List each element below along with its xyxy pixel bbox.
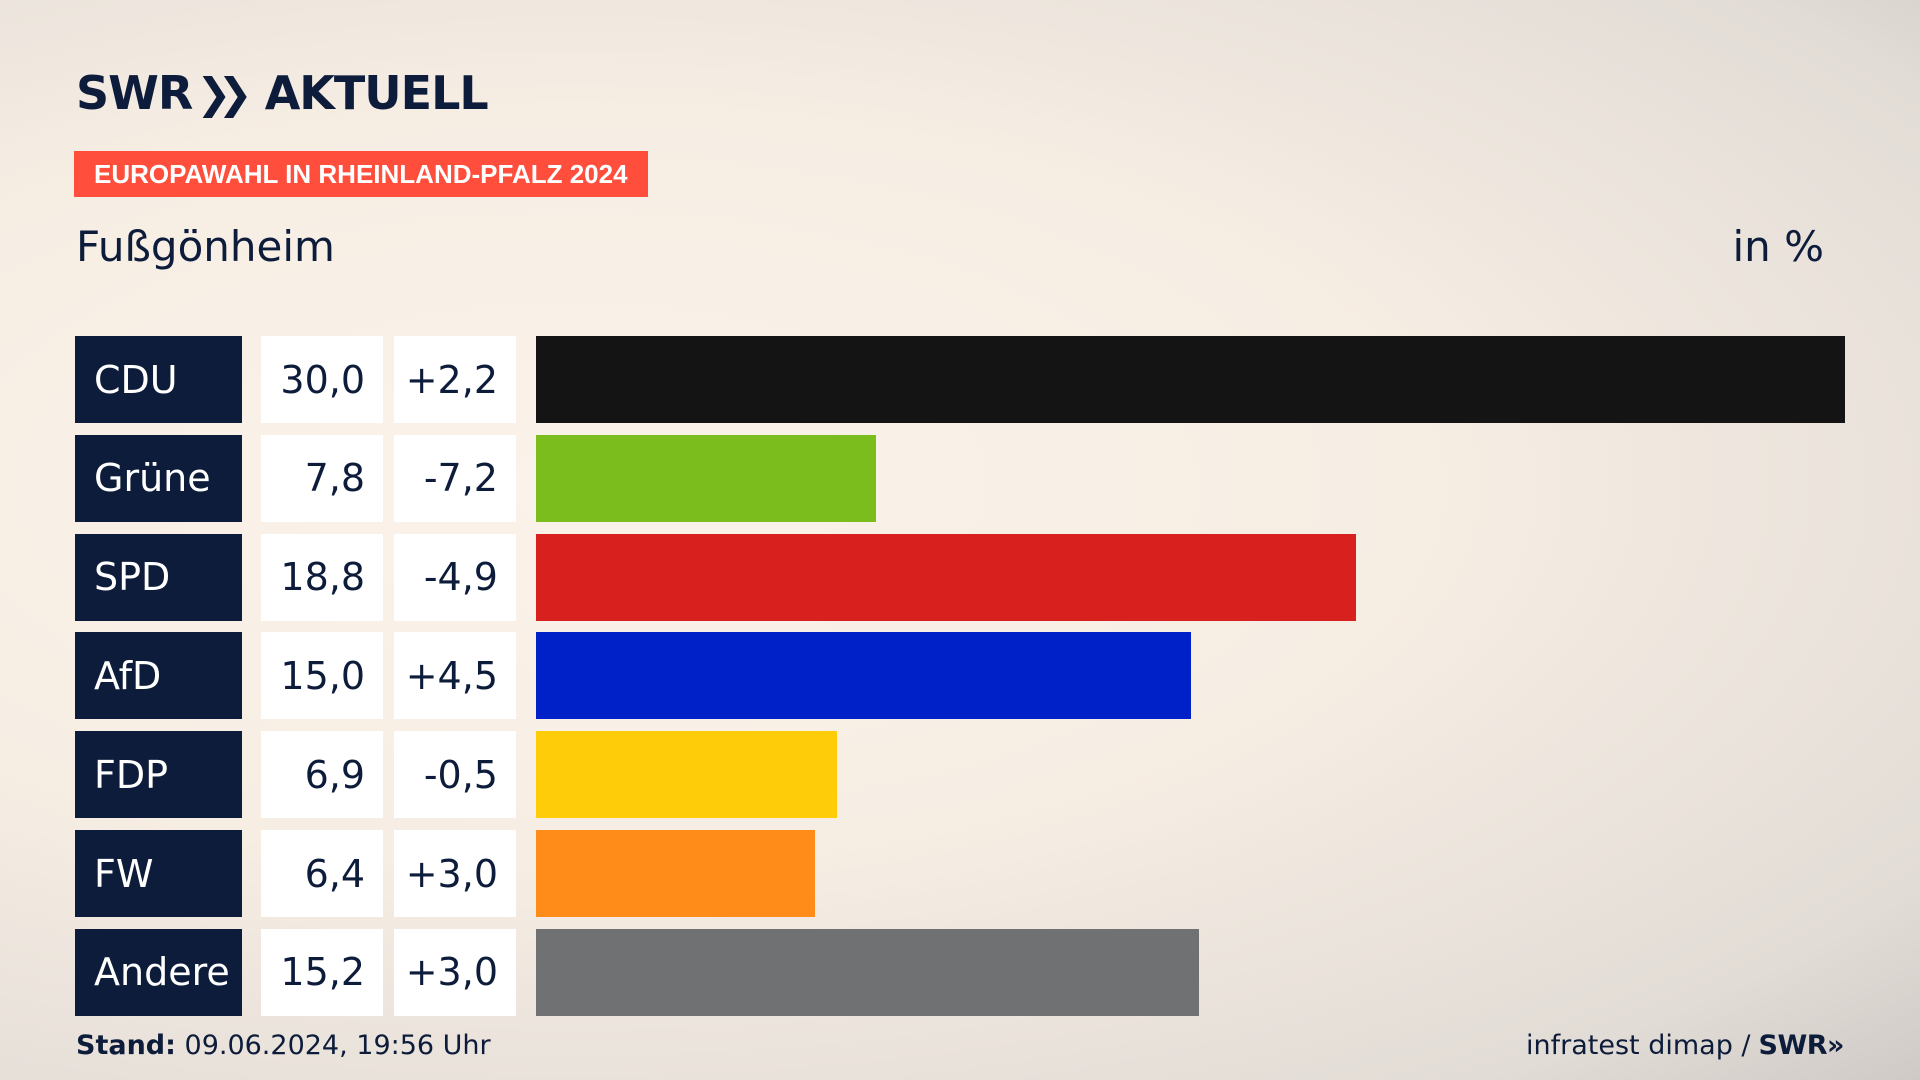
change-label: +3,0 [394,928,516,1016]
chart-row-fw: FW 6,4 +3,0 [0,830,1920,917]
bar-fw [536,830,816,917]
change-label: -0,5 [394,731,516,819]
value-label: 6,4 [261,830,383,917]
value-label: 18,8 [261,533,383,621]
logo-section-text: AKTUELL [264,66,489,120]
logo-chevron-icon: ❯❯ [196,68,253,118]
chart-row-grüne: Grüne 7,8 -7,2 [0,434,1920,522]
source-text: infratest dimap / [1526,1030,1751,1061]
chart-row-fdp: FDP 6,9 -0,5 [0,731,1920,819]
stand-label: Stand: [76,1030,176,1061]
bar-afd [536,632,1191,720]
change-label: +2,2 [394,336,516,423]
change-label: +3,0 [394,830,516,917]
swr-aktuell-logo: SWR ❯❯ AKTUELL [76,66,489,120]
value-label: 15,2 [261,928,383,1016]
bar-andere [536,928,1200,1016]
party-label: CDU [75,336,242,423]
party-label: FDP [75,731,242,819]
timestamp: Stand: 09.06.2024, 19:56 Uhr [76,1030,491,1061]
source-credit: infratest dimap / SWR» [1526,1030,1844,1061]
bar-spd [536,533,1357,621]
chart-row-afd: AfD 15,0 +4,5 [0,632,1920,720]
bar-cdu [536,336,1845,423]
chart-row-andere: Andere 15,2 +3,0 [0,928,1920,1016]
bar-fdp [536,731,838,819]
election-banner: EUROPAWAHL IN RHEINLAND-PFALZ 2024 [74,151,648,197]
logo-swr-text: SWR [76,66,193,120]
party-label: FW [75,830,242,917]
chart-row-cdu: CDU 30,0 +2,2 [0,336,1920,423]
stand-value: 09.06.2024, 19:56 Uhr [184,1030,491,1061]
party-label: SPD [75,533,242,621]
change-label: +4,5 [394,632,516,720]
value-label: 30,0 [261,336,383,423]
swr-mini-logo: SWR» [1758,1030,1845,1061]
value-label: 7,8 [261,434,383,522]
party-label: Grüne [75,434,242,522]
change-label: -4,9 [394,533,516,621]
change-label: -7,2 [394,434,516,522]
bar-grüne [536,434,877,522]
place-title: Fußgönheim [76,222,335,271]
party-label: AfD [75,632,242,720]
value-label: 6,9 [261,731,383,819]
unit-label: in % [1732,222,1824,271]
value-label: 15,0 [261,632,383,720]
chart-row-spd: SPD 18,8 -4,9 [0,533,1920,621]
party-label: Andere [75,928,242,1016]
